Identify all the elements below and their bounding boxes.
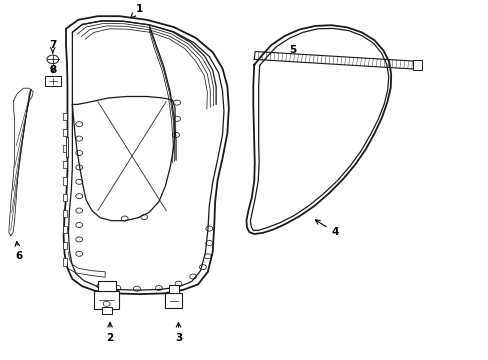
Bar	[63, 210, 67, 217]
Bar	[63, 129, 67, 136]
Text: 4: 4	[315, 220, 338, 237]
Bar	[94, 291, 119, 309]
Text: 1: 1	[130, 4, 142, 18]
Bar	[412, 60, 421, 70]
Bar	[168, 285, 179, 293]
Bar	[63, 242, 67, 249]
Text: 3: 3	[175, 323, 182, 343]
Text: 8: 8	[49, 65, 56, 75]
Text: 5: 5	[288, 45, 301, 59]
Text: 7: 7	[49, 40, 57, 53]
Bar	[65, 137, 68, 157]
Bar	[164, 293, 182, 308]
Bar	[63, 258, 67, 266]
Polygon shape	[254, 51, 416, 69]
Bar	[45, 76, 61, 86]
Bar	[63, 194, 67, 201]
Bar	[63, 177, 67, 185]
Bar	[63, 113, 67, 120]
Polygon shape	[9, 88, 33, 236]
Bar	[98, 281, 116, 291]
Bar	[63, 145, 67, 152]
Bar	[63, 226, 67, 233]
Text: 2: 2	[106, 323, 113, 343]
Bar	[63, 161, 67, 168]
Text: 6: 6	[15, 242, 22, 261]
Bar	[102, 307, 112, 314]
